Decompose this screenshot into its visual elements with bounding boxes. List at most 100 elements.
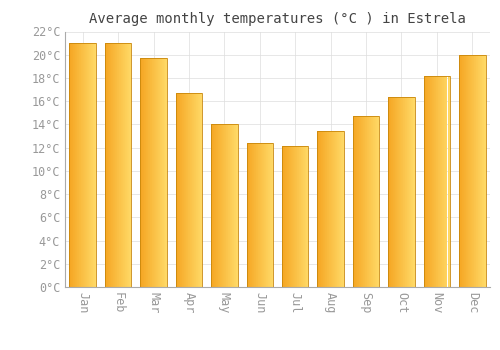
Bar — [248, 143, 249, 287]
Bar — [459, 55, 485, 287]
Bar — [353, 116, 354, 287]
Bar — [307, 146, 308, 287]
Bar — [478, 55, 479, 287]
Bar — [482, 55, 483, 287]
Bar — [398, 97, 399, 287]
Bar — [412, 97, 414, 287]
Bar — [219, 124, 220, 287]
Bar — [465, 55, 466, 287]
Bar — [261, 143, 262, 287]
Bar — [268, 143, 269, 287]
Bar — [145, 58, 146, 287]
Bar — [251, 143, 252, 287]
Bar — [213, 124, 214, 287]
Bar — [124, 43, 125, 287]
Bar — [126, 43, 127, 287]
Bar — [294, 146, 295, 287]
Bar — [121, 43, 122, 287]
Bar — [176, 93, 177, 287]
Bar — [396, 97, 397, 287]
Bar — [217, 124, 218, 287]
Bar — [306, 146, 307, 287]
Bar — [130, 43, 132, 287]
Bar — [105, 43, 106, 287]
Bar — [406, 97, 407, 287]
Bar — [408, 97, 409, 287]
Bar — [120, 43, 121, 287]
Bar — [326, 131, 328, 287]
Bar — [222, 124, 223, 287]
Bar — [328, 131, 330, 287]
Bar — [193, 93, 194, 287]
Bar — [70, 43, 71, 287]
Bar — [302, 146, 303, 287]
Bar — [429, 76, 430, 287]
Bar — [468, 55, 469, 287]
Bar — [292, 146, 293, 287]
Bar — [446, 76, 447, 287]
Bar — [178, 93, 179, 287]
Bar — [92, 43, 94, 287]
Bar — [160, 58, 161, 287]
Bar — [109, 43, 110, 287]
Bar — [253, 143, 254, 287]
Bar — [163, 58, 164, 287]
Bar — [366, 116, 368, 287]
Bar — [285, 146, 286, 287]
Bar — [298, 146, 299, 287]
Bar — [338, 131, 340, 287]
Bar — [231, 124, 232, 287]
Bar — [395, 97, 396, 287]
Bar — [179, 93, 180, 287]
Bar — [441, 76, 442, 287]
Bar — [459, 55, 460, 287]
Bar — [297, 146, 298, 287]
Bar — [229, 124, 230, 287]
Bar — [194, 93, 195, 287]
Bar — [260, 143, 261, 287]
Bar — [230, 124, 231, 287]
Bar — [115, 43, 116, 287]
Bar — [187, 93, 188, 287]
Bar — [336, 131, 338, 287]
Bar — [155, 58, 156, 287]
Bar — [401, 97, 402, 287]
Bar — [433, 76, 434, 287]
Bar — [410, 97, 411, 287]
Bar — [143, 58, 144, 287]
Bar — [265, 143, 266, 287]
Bar — [246, 143, 273, 287]
Bar — [473, 55, 474, 287]
Bar — [70, 43, 96, 287]
Bar — [388, 97, 414, 287]
Bar — [198, 93, 199, 287]
Bar — [189, 93, 190, 287]
Bar — [370, 116, 372, 287]
Bar — [288, 146, 289, 287]
Bar — [166, 58, 167, 287]
Bar — [428, 76, 429, 287]
Bar — [284, 146, 285, 287]
Bar — [266, 143, 267, 287]
Bar — [376, 116, 378, 287]
Bar — [360, 116, 362, 287]
Bar — [227, 124, 228, 287]
Bar — [442, 76, 443, 287]
Bar — [295, 146, 296, 287]
Bar — [445, 76, 446, 287]
Bar — [282, 146, 308, 287]
Bar — [355, 116, 356, 287]
Bar — [116, 43, 117, 287]
Bar — [324, 131, 326, 287]
Bar — [252, 143, 253, 287]
Bar — [191, 93, 192, 287]
Bar — [318, 131, 320, 287]
Bar — [471, 55, 472, 287]
Bar — [435, 76, 436, 287]
Bar — [462, 55, 463, 287]
Bar — [300, 146, 301, 287]
Bar — [255, 143, 256, 287]
Bar — [113, 43, 114, 287]
Bar — [72, 43, 74, 287]
Bar — [220, 124, 221, 287]
